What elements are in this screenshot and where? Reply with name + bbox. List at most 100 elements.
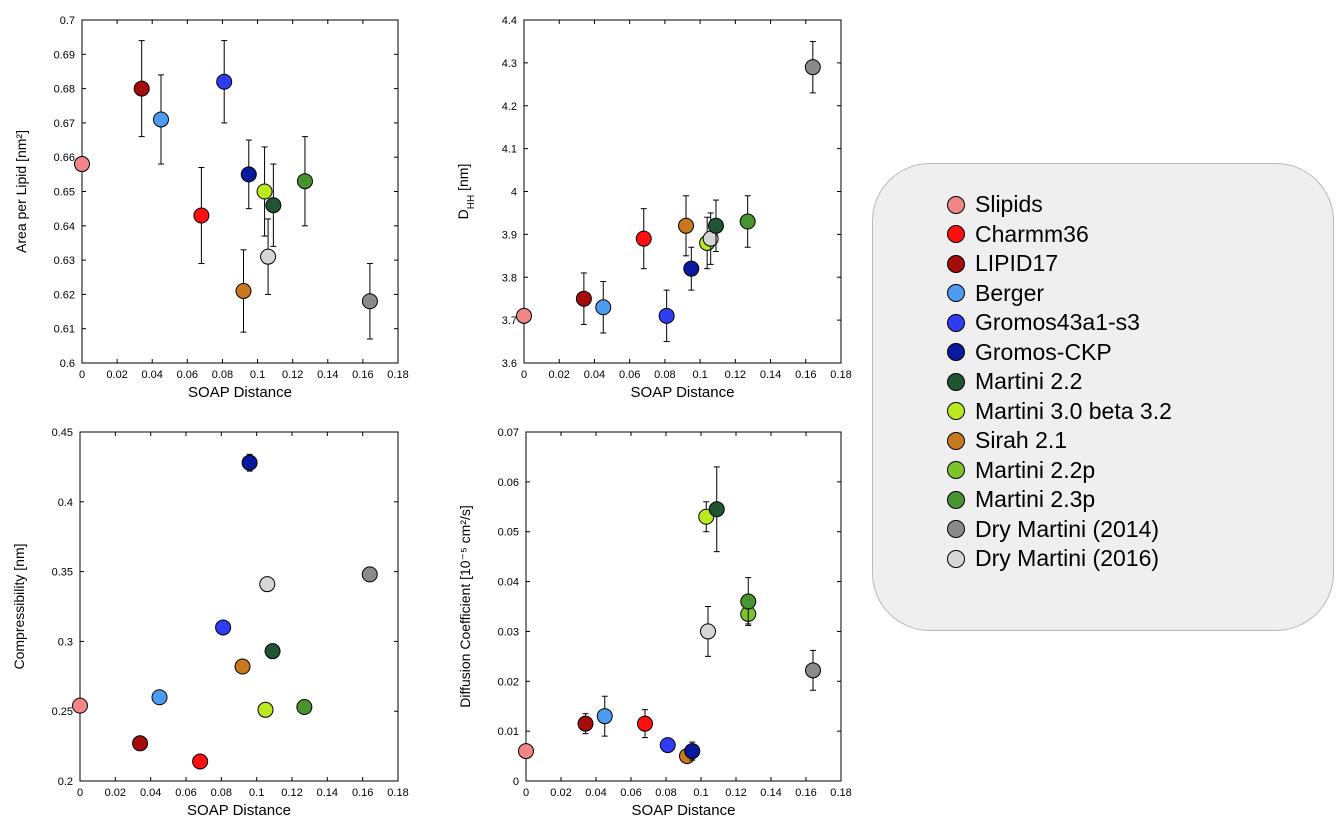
point-marker xyxy=(518,743,534,760)
y-tick-label: 0.35 xyxy=(52,567,73,579)
data-point xyxy=(151,689,168,706)
x-tick-label: 0.04 xyxy=(140,787,161,799)
data-point xyxy=(637,709,653,739)
point-marker xyxy=(153,111,169,128)
x-tick-label: 0.1 xyxy=(692,369,707,381)
point-marker xyxy=(235,282,252,299)
legend-swatch xyxy=(947,461,965,480)
point-marker xyxy=(240,166,257,183)
x-tick-label: 0.18 xyxy=(830,369,851,381)
plot-frame xyxy=(79,431,399,782)
point-marker xyxy=(192,753,209,770)
x-tick-label: 0.02 xyxy=(105,787,126,799)
x-axis-label: SOAP Distance xyxy=(187,802,291,819)
x-tick-label: 0.08 xyxy=(654,369,675,381)
point-marker xyxy=(257,701,274,718)
data-point xyxy=(659,737,676,754)
point-marker xyxy=(234,658,251,675)
legend-box: Slipids Charmm36 LIPID17 Berger Gromos43a1-s… xyxy=(872,163,1334,631)
x-tick-label: 0.08 xyxy=(211,787,232,799)
data-point xyxy=(296,699,313,716)
point-marker xyxy=(684,743,701,760)
y-tick-label: 4.3 xyxy=(502,58,517,70)
legend-list: Slipids Charmm36 LIPID17 Berger Gromos43a1-s… xyxy=(947,190,1172,574)
y-axis-label: Diffusion Coefficient [10⁻⁵ cm²/s] xyxy=(457,505,473,708)
data-point xyxy=(260,218,277,295)
x-tick-label: 0.02 xyxy=(549,369,570,381)
point-marker xyxy=(637,715,653,732)
x-tick-label: 0.18 xyxy=(387,369,408,381)
legend-label: Martini 2.3p xyxy=(975,486,1096,513)
x-tick-label: 0.16 xyxy=(795,787,816,799)
data-point xyxy=(577,713,594,735)
legend-item: Dry Martini (2014) xyxy=(947,515,1172,545)
legend-label: Dry Martini (2016) xyxy=(975,545,1160,572)
y-tick-label: 0.07 xyxy=(498,427,519,439)
data-point xyxy=(193,166,210,265)
data-point xyxy=(235,249,252,333)
x-tick-label: 0.1 xyxy=(250,369,265,381)
panel-2: 0 0.02 0.04 0.06 0.08 0.1 0.12 0.14 0.16 0.18 3.6 3… xyxy=(455,15,852,401)
legend-label: Martini 2.2p xyxy=(975,456,1096,483)
y-tick-label: 3.8 xyxy=(502,272,517,284)
y-tick-label: 0 xyxy=(513,776,519,788)
x-tick-label: 0 xyxy=(79,369,85,381)
point-marker xyxy=(683,260,700,277)
legend-swatch xyxy=(947,402,965,421)
y-tick-label: 0.68 xyxy=(54,84,75,96)
data-point xyxy=(740,577,757,626)
legend-label: LIPID17 xyxy=(975,250,1059,277)
x-tick-label: 0.06 xyxy=(619,369,640,381)
legend-label: Slipids xyxy=(975,191,1043,218)
x-tick-label: 0.18 xyxy=(387,787,408,799)
point-marker xyxy=(133,80,150,97)
data-point xyxy=(133,40,150,138)
panel-3: 0 0.02 0.04 0.06 0.08 0.1 0.12 0.14 0.16 0.18 0.2 0… xyxy=(11,427,409,819)
point-marker xyxy=(216,73,233,90)
y-tick-label: 0.6 xyxy=(60,358,75,370)
point-marker xyxy=(516,307,532,324)
legend-item: Gromos43a1-s3 xyxy=(947,308,1172,338)
point-marker xyxy=(739,213,756,230)
x-tick-label: 0.04 xyxy=(585,787,606,799)
y-tick-label: 0.7 xyxy=(60,15,75,27)
point-marker xyxy=(678,217,695,234)
legend-swatch xyxy=(947,195,965,214)
legend-swatch xyxy=(947,490,965,509)
y-tick-label: 0.01 xyxy=(498,726,519,738)
legend-label: Martini 3.0 beta 3.2 xyxy=(975,397,1172,424)
data-point xyxy=(678,195,695,257)
x-tick-label: 0.06 xyxy=(177,369,198,381)
data-point xyxy=(240,139,257,210)
data-point xyxy=(259,576,276,593)
data-point xyxy=(264,643,281,660)
y-tick-label: 0.03 xyxy=(498,626,519,638)
data-point xyxy=(635,208,652,270)
legend-label: Charmm36 xyxy=(975,220,1089,247)
data-point xyxy=(361,263,378,340)
legend-label: Gromos43a1-s3 xyxy=(975,309,1140,336)
legend-item: Martini 3.0 beta 3.2 xyxy=(947,397,1172,427)
data-point xyxy=(707,199,724,253)
legend-item: Martini 2.2 xyxy=(947,367,1172,397)
y-tick-label: 0.4 xyxy=(58,497,73,509)
plot-frame xyxy=(523,19,842,364)
point-marker xyxy=(193,207,210,224)
point-marker xyxy=(361,566,378,583)
y-tick-label: 0.69 xyxy=(54,49,75,61)
x-tick-label: 0.16 xyxy=(352,787,373,799)
point-marker xyxy=(151,689,168,706)
x-tick-label: 0.12 xyxy=(725,369,746,381)
x-axis-label: SOAP Distance xyxy=(631,384,735,401)
legend-item: Martini 2.2p xyxy=(947,456,1172,486)
point-marker xyxy=(72,697,88,714)
data-point xyxy=(596,695,613,737)
data-point xyxy=(683,246,700,291)
y-tick-label: 4 xyxy=(511,187,517,199)
x-tick-label: 0.08 xyxy=(655,787,676,799)
y-tick-label: 0.67 xyxy=(54,118,75,130)
panel-4: 0 0.02 0.04 0.06 0.08 0.1 0.12 0.14 0.16 0.18 0 0.0… xyxy=(457,427,852,819)
point-marker xyxy=(805,662,821,679)
legend-label: Martini 2.2 xyxy=(975,368,1083,395)
x-tick-label: 0.16 xyxy=(795,369,816,381)
